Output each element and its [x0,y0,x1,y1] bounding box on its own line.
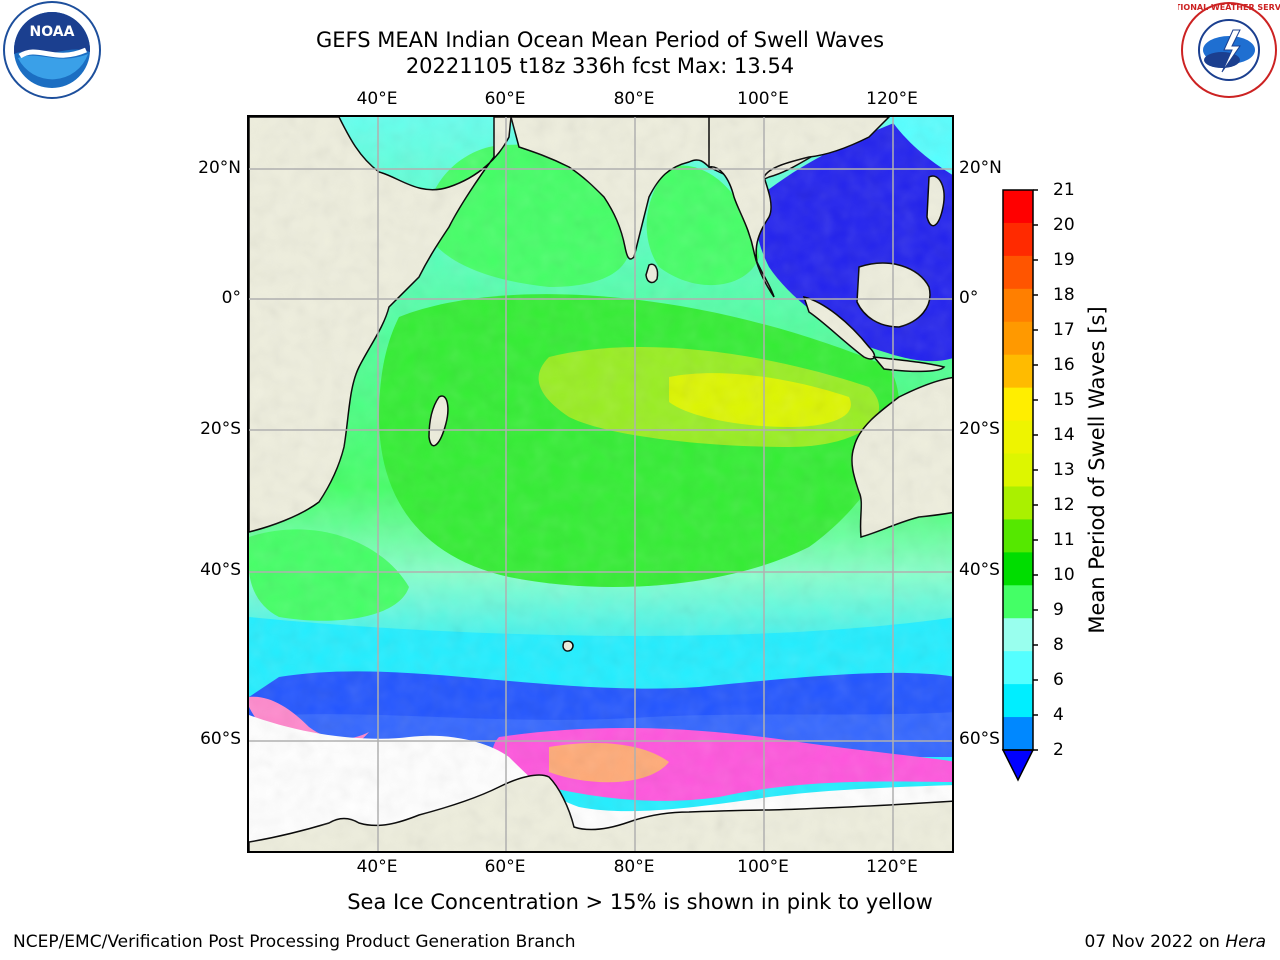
sea-ice-note: Sea Ice Concentration > 15% is shown in … [347,890,933,914]
colorbar-tick-label: 4 [1053,705,1064,725]
lat-label-left-40s: 40°S [200,560,241,580]
noaa-logo-text: NOAA [30,24,75,40]
footer-host: Hera [1225,932,1266,952]
colorbar-tick-label: 8 [1053,635,1064,655]
footer-date: 07 Nov 2022 on Hera [1084,932,1266,952]
colorbar-segment [1003,288,1033,323]
colorbar-segment [1003,222,1033,257]
colorbar-segment [1003,486,1033,520]
lat-label-left-20s: 20°S [200,419,241,439]
map-canvas [249,117,952,851]
lat-label-left-60s: 60°S [200,729,241,749]
lon-label-bottom-100e: 100°E [737,857,789,877]
colorbar-tick-label: 20 [1053,215,1075,235]
colorbar-segment [1003,453,1033,487]
colorbar-tick-label: 10 [1053,565,1075,585]
lat-label-right-20n: 20°N [959,158,1002,178]
colorbar-segment [1003,618,1033,652]
colorbar-tick-label: 2 [1053,740,1064,760]
chart-subtitle: 20221105 t18z 336h fcst Max: 13.54 [405,54,795,78]
colorbar-tick-label: 19 [1053,250,1075,270]
lon-label-top-60e: 60°E [484,89,526,109]
colorbar-segment [1003,651,1033,685]
footer-branch: NCEP/EMC/Verification Post Processing Pr… [13,932,576,952]
colorbar [1001,189,1038,782]
map-texture [249,117,952,851]
lat-label-right-40s: 40°S [959,560,1000,580]
colorbar-tick-label: 17 [1053,320,1075,340]
colorbar-segment [1003,255,1033,290]
lat-label-right-60s: 60°S [959,729,1000,749]
nws-logo: NATIONAL WEATHER SERVICE [1178,2,1280,98]
colorbar-tick-label: 11 [1053,530,1075,550]
colorbar-tick-label: 18 [1053,285,1075,305]
lon-label-bottom-80e: 80°E [613,857,655,877]
lon-label-bottom-40e: 40°E [356,857,398,877]
colorbar-extend-triangle [1001,749,1035,782]
colorbar-segment [1003,684,1033,718]
colorbar-segment [1003,387,1033,422]
colorbar-tick-label: 13 [1053,460,1075,480]
colorbar-tick-label: 9 [1053,600,1064,620]
colorbar-segment [1003,717,1033,751]
colorbar-segment [1003,519,1033,553]
colorbar-tick-label: 12 [1053,495,1075,515]
lon-label-bottom-60e: 60°E [484,857,526,877]
colorbar-tick-label: 15 [1053,390,1075,410]
lon-label-bottom-120e: 120°E [866,857,918,877]
map-panel [247,115,954,853]
noaa-logo: NOAA [3,1,101,99]
nws-logo-text: NATIONAL WEATHER SERVICE [1178,3,1280,12]
colorbar-tick-label: 16 [1053,355,1075,375]
colorbar-segment [1003,585,1033,619]
lon-label-top-40e: 40°E [356,89,398,109]
lon-label-top-120e: 120°E [866,89,918,109]
colorbar-segment [1003,420,1033,455]
colorbar-tick-label: 14 [1053,425,1075,445]
lat-label-right-20s: 20°S [959,419,1000,439]
colorbar-segment [1003,321,1033,356]
lon-label-top-80e: 80°E [613,89,655,109]
colorbar-segment [1003,354,1033,389]
graticule [249,117,952,851]
colorbar-tick-label: 21 [1053,180,1075,200]
lat-label-right-0: 0° [959,288,979,308]
footer-date-text: 07 Nov 2022 on [1084,932,1226,952]
colorbar-title: Mean Period of Swell Waves [s] [1085,306,1109,634]
lat-label-left-0: 0° [221,288,241,308]
lon-label-top-100e: 100°E [737,89,789,109]
colorbar-segment [1003,190,1033,224]
colorbar-segment [1003,552,1033,586]
chart-title: GEFS MEAN Indian Ocean Mean Period of Sw… [315,28,885,52]
colorbar-tick-label: 6 [1053,670,1064,690]
lat-label-left-20n: 20°N [198,158,241,178]
